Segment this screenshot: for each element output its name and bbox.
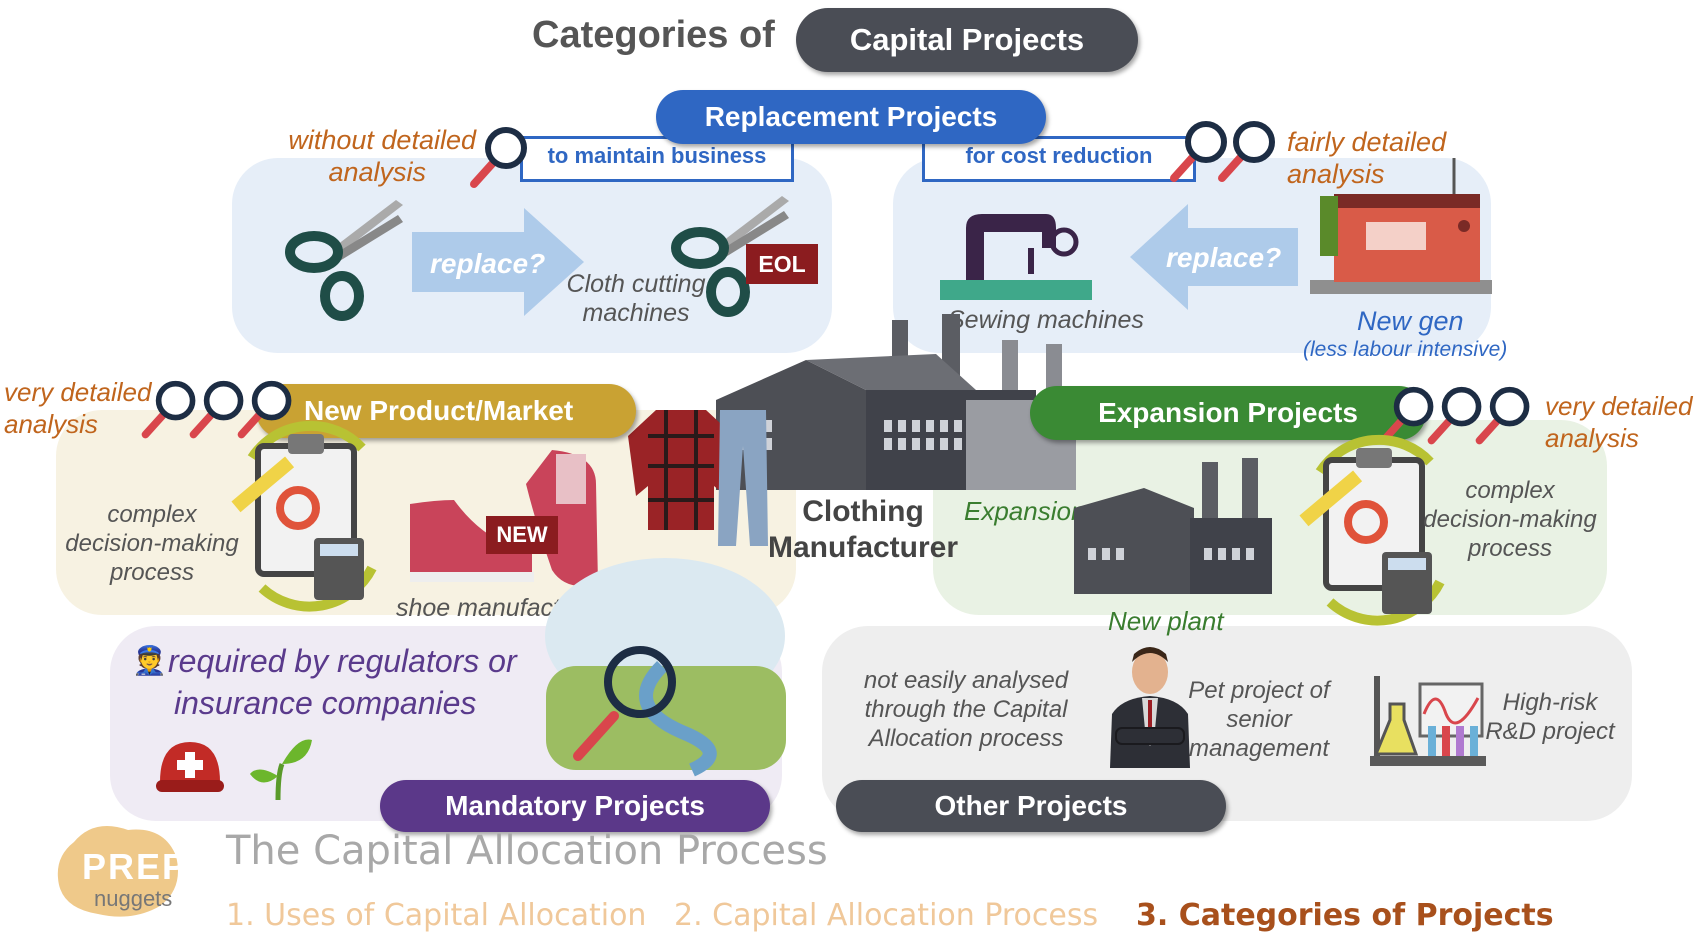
high-risk-text: High-risk R&D project bbox=[1485, 689, 1615, 745]
footer-link-process[interactable]: 2. Capital Allocation Process bbox=[674, 898, 1099, 933]
businessman-icon bbox=[1110, 647, 1190, 768]
mandatory-projects-pill: Mandatory Projects bbox=[380, 780, 770, 832]
capital-projects-pill: Capital Projects bbox=[796, 8, 1138, 72]
magnifier-icon bbox=[470, 127, 527, 188]
footer-link-categories[interactable]: 3. Categories of Projects bbox=[1136, 898, 1554, 933]
factory-icon bbox=[716, 314, 1076, 490]
magnifier-icon bbox=[1170, 121, 1227, 182]
scissors-icon bbox=[285, 200, 403, 321]
cloth-cutting-label: Cloth cutting machines bbox=[566, 270, 706, 327]
magnifier-icon bbox=[1427, 386, 1482, 445]
replace-label-left: replace? bbox=[430, 248, 546, 279]
logo-bottom-text: nuggets bbox=[94, 886, 173, 911]
replacement-right-note: fairly detailed analysis bbox=[1287, 127, 1447, 189]
new-gen-label: New gen bbox=[1357, 306, 1464, 336]
expansion-label: Expansion bbox=[964, 496, 1086, 526]
eol-badge: EOL bbox=[746, 244, 818, 284]
new-badge: NEW bbox=[486, 516, 558, 554]
magnifier-icon bbox=[189, 380, 244, 439]
sewing-machines-label: Sewing machines bbox=[948, 306, 1144, 334]
clothing-manufacturer-label: Clothing Manufacturer bbox=[768, 495, 959, 564]
replacement-left-note: without detailed analysis bbox=[288, 125, 476, 187]
safety-helmet-icon bbox=[156, 742, 224, 792]
pet-project-text: Pet project of senior management bbox=[1188, 677, 1330, 762]
scissors-icon bbox=[671, 196, 789, 317]
jeans-icon bbox=[718, 410, 768, 546]
magnifier-icon bbox=[237, 380, 292, 439]
expansion-projects-pill: Expansion Projects bbox=[1030, 386, 1426, 440]
new-gen-sublabel: (less labour intensive) bbox=[1303, 338, 1508, 361]
sprout-icon bbox=[250, 739, 312, 801]
sneakers-icon bbox=[410, 450, 598, 587]
prep-nuggets-logo-icon bbox=[57, 826, 178, 917]
industrial-sewing-machine-icon bbox=[1310, 158, 1492, 294]
logo-top-text: PREP bbox=[82, 846, 189, 887]
clipboard-calculator-icon bbox=[231, 420, 377, 612]
new-plant-label: New plant bbox=[1108, 606, 1224, 636]
expansion-note: very detailed analysis bbox=[1545, 391, 1693, 453]
laboratory-icon bbox=[1370, 676, 1486, 766]
footer-link-uses[interactable]: 1. Uses of Capital Allocation bbox=[226, 898, 647, 933]
expansion-process: complex decision-making process bbox=[1423, 477, 1597, 562]
shirt-icon bbox=[628, 410, 734, 530]
new-plant-factory-icon bbox=[1074, 458, 1272, 594]
new-product-note: very detailed analysis bbox=[4, 377, 152, 439]
sewing-machine-icon bbox=[940, 214, 1092, 300]
arrow-left-icon bbox=[1130, 204, 1298, 310]
other-projects-pill: Other Projects bbox=[836, 780, 1226, 832]
police-officer-icon: 👮 bbox=[132, 645, 167, 676]
landscape-icon bbox=[545, 558, 786, 777]
magnifier-icon bbox=[1475, 386, 1530, 445]
magnifier-icon bbox=[141, 380, 196, 439]
replace-label-right: replace? bbox=[1166, 242, 1282, 273]
page-title: Categories of bbox=[532, 14, 775, 56]
clipboard-calculator-icon bbox=[1299, 434, 1445, 626]
footer-heading: The Capital Allocation Process bbox=[226, 828, 828, 874]
not-easily-analysed-text: not easily analysed through the Capital … bbox=[863, 667, 1069, 752]
arrow-right-icon bbox=[412, 208, 584, 316]
mandatory-text: required by regulators or insurance comp… bbox=[168, 643, 517, 721]
new-product-process: complex decision-making process bbox=[65, 501, 239, 586]
replacement-projects-pill: Replacement Projects bbox=[656, 90, 1046, 144]
magnifier-icon bbox=[1218, 121, 1275, 182]
